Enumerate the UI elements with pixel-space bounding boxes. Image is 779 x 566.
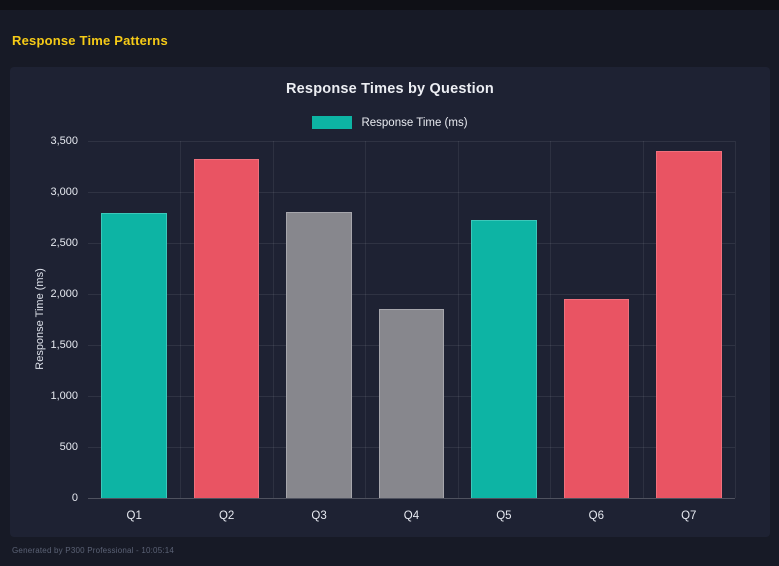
bar-slot-q7: [643, 141, 735, 498]
v-gridline: [735, 141, 736, 498]
x-tick-label-q2: Q2: [218, 510, 235, 522]
bar-slot-q4: [365, 141, 457, 498]
x-tick-label-q3: Q3: [311, 510, 327, 522]
y-tick-label: 1,000: [50, 390, 78, 402]
v-gridline: [365, 141, 367, 498]
chart-title: Response Times by Question: [286, 81, 494, 97]
y-tick-label: 2,000: [50, 288, 78, 300]
x-tick-label-q6: Q6: [588, 510, 604, 522]
v-gridline: [180, 141, 182, 498]
h-gridline: [88, 192, 735, 193]
bar-slot-q3: [273, 141, 365, 498]
footer-generated-text: Generated by P300 Professional - 10:05:1…: [12, 546, 175, 555]
bar-slot-q1: [88, 141, 180, 498]
h-gridline: [88, 141, 735, 142]
legend-label: Response Time (ms): [361, 116, 468, 129]
v-gridline: [642, 141, 644, 498]
page-title: Response Time Patterns: [12, 33, 168, 48]
bar-q4: [378, 309, 445, 498]
y-axis-ticks: 0 500 1,000 1,500 2,000 2,500 3,000 3,500: [10, 135, 78, 504]
bar-slot-q2: [180, 141, 272, 498]
y-tick-label: 3,500: [50, 135, 78, 147]
v-gridline: [550, 141, 552, 498]
bar-q3: [286, 211, 352, 498]
x-tick-label-q1: Q1: [126, 510, 142, 522]
chart-legend: Response Time (ms): [10, 116, 770, 129]
h-gridline: [88, 243, 735, 244]
x-axis-labels: Q1 Q2 Q3 Q4 Q5 Q6 Q7: [88, 510, 735, 522]
h-gridline: [88, 294, 735, 295]
bar-q7: [655, 151, 722, 498]
bar-q5: [471, 220, 537, 498]
bar-q2: [193, 158, 260, 498]
bar-slot-q5: [458, 141, 550, 498]
plot-area: [88, 141, 736, 499]
x-tick-label-q5: Q5: [496, 510, 512, 522]
bar-slot-q6: [550, 141, 642, 498]
y-tick-label: 3,000: [50, 186, 78, 198]
v-gridline: [457, 141, 459, 498]
bars-row: [88, 141, 735, 498]
legend-item-response-time[interactable]: Response Time (ms): [312, 116, 468, 129]
chart-panel: Response Times by Question Response Time…: [10, 67, 770, 537]
y-tick-label: 1,500: [50, 339, 78, 351]
x-tick-label-q4: Q4: [403, 510, 420, 522]
bar-q6: [563, 299, 630, 498]
y-tick-label: 0: [71, 492, 78, 504]
x-tick-label-q7: Q7: [681, 510, 697, 522]
bar-q1: [101, 213, 168, 498]
y-tick-label: 2,500: [50, 237, 78, 249]
y-tick-label: 500: [59, 441, 78, 453]
h-gridline: [88, 498, 735, 499]
v-gridline: [272, 141, 274, 498]
window-top-strip: [0, 0, 779, 10]
legend-swatch: [312, 116, 353, 129]
